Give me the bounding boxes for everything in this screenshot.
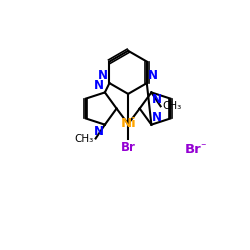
Text: CH₃: CH₃ — [162, 101, 182, 111]
Text: CH₃: CH₃ — [75, 134, 94, 143]
Text: N: N — [152, 111, 162, 124]
Text: N: N — [94, 126, 104, 138]
Text: N: N — [98, 69, 108, 82]
Text: ⁻: ⁻ — [200, 142, 205, 152]
Text: Ni: Ni — [120, 118, 136, 130]
Text: N: N — [94, 79, 104, 92]
Text: Br: Br — [121, 141, 136, 154]
Text: N: N — [152, 93, 162, 106]
Text: Br: Br — [185, 143, 202, 156]
Text: N: N — [148, 69, 158, 82]
